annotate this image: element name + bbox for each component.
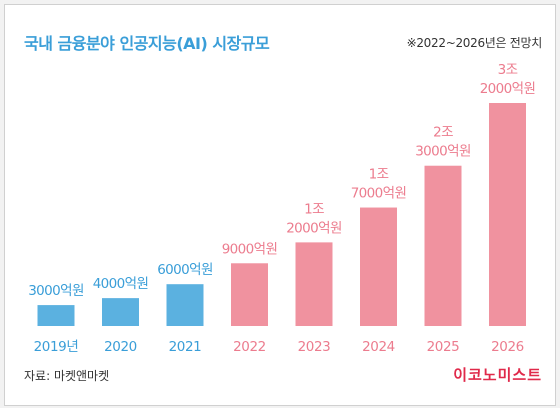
year-label-5: 2024 (362, 339, 395, 355)
data-label-5-1: 7000억원 (351, 186, 407, 202)
forecast-note: ※2022~2026년은 전망치 (406, 36, 543, 50)
data-label-4-0: 1조 (304, 201, 324, 217)
year-label-2: 2021 (169, 339, 202, 355)
source-note: 자료: 마켓앤마켓 (24, 369, 110, 383)
data-label-0-0: 3000억원 (28, 283, 84, 299)
data-label-4-1: 2000억원 (286, 220, 342, 236)
bar-4 (295, 242, 333, 326)
year-label-1: 2020 (104, 339, 137, 355)
bar-6 (424, 165, 462, 326)
year-label-7: 2026 (491, 339, 524, 355)
data-label-2-0: 6000억원 (157, 262, 213, 278)
data-label-5-0: 1조 (369, 167, 389, 183)
data-label-7-1: 2000억원 (480, 81, 536, 97)
chart-title: 국내 금융분야 인공지능(AI) 시장규모 (24, 34, 270, 53)
data-label-3-0: 9000억원 (222, 241, 278, 257)
year-label-6: 2025 (427, 339, 460, 355)
year-label-4: 2023 (298, 339, 331, 355)
bar-0 (37, 305, 75, 326)
year-label-0: 2019년 (34, 339, 79, 355)
data-label-6-1: 3000억원 (415, 144, 471, 160)
bar-7 (489, 103, 526, 326)
bar-2 (166, 284, 204, 326)
data-label-7-0: 3조 (498, 62, 518, 78)
bar-3 (231, 263, 268, 326)
brand-logo: 이코노미스트 (453, 366, 542, 384)
bar-5 (360, 207, 397, 326)
data-label-6-0: 2조 (433, 125, 453, 141)
chart-frame (4, 4, 556, 406)
bar-1 (102, 298, 139, 326)
year-label-3: 2022 (233, 339, 266, 355)
data-label-1-0: 4000억원 (93, 276, 149, 292)
